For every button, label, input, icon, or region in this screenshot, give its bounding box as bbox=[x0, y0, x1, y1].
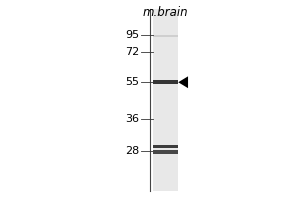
Polygon shape bbox=[178, 76, 188, 88]
Bar bbox=[153, 35, 178, 37]
Text: m.brain: m.brain bbox=[143, 6, 188, 19]
Bar bbox=[153, 145, 178, 148]
Bar bbox=[153, 150, 178, 154]
Text: 95: 95 bbox=[125, 30, 140, 40]
Text: 72: 72 bbox=[125, 47, 140, 57]
Text: 28: 28 bbox=[125, 146, 140, 156]
Bar bbox=[153, 80, 178, 84]
Bar bbox=[153, 9, 178, 191]
Text: 36: 36 bbox=[126, 114, 140, 124]
Text: 55: 55 bbox=[126, 77, 140, 87]
